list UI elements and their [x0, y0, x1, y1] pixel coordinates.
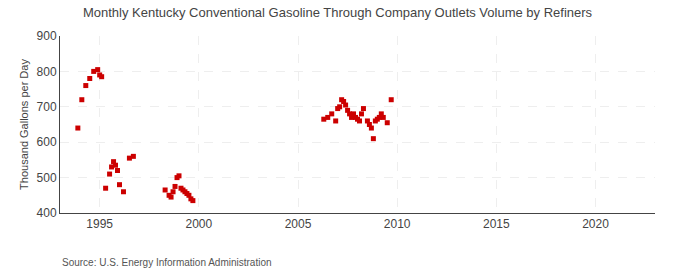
- svg-text:2020: 2020: [582, 217, 609, 231]
- svg-text:1995: 1995: [86, 217, 113, 231]
- svg-text:Thousand Gallons per Day: Thousand Gallons per Day: [18, 59, 30, 190]
- svg-text:500: 500: [37, 171, 57, 185]
- svg-text:Source: U.S. Energy Informatio: Source: U.S. Energy Information Administ…: [62, 257, 272, 268]
- svg-text:2010: 2010: [384, 217, 411, 231]
- svg-text:700: 700: [37, 100, 57, 114]
- svg-text:2000: 2000: [185, 217, 212, 231]
- svg-text:600: 600: [37, 135, 57, 149]
- svg-text:2005: 2005: [285, 217, 312, 231]
- svg-text:800: 800: [37, 65, 57, 79]
- svg-text:900: 900: [37, 29, 57, 43]
- svg-text:Monthly Kentucky Conventional: Monthly Kentucky Conventional Gasoline T…: [83, 5, 593, 20]
- svg-text:400: 400: [37, 206, 57, 220]
- svg-text:2015: 2015: [483, 217, 510, 231]
